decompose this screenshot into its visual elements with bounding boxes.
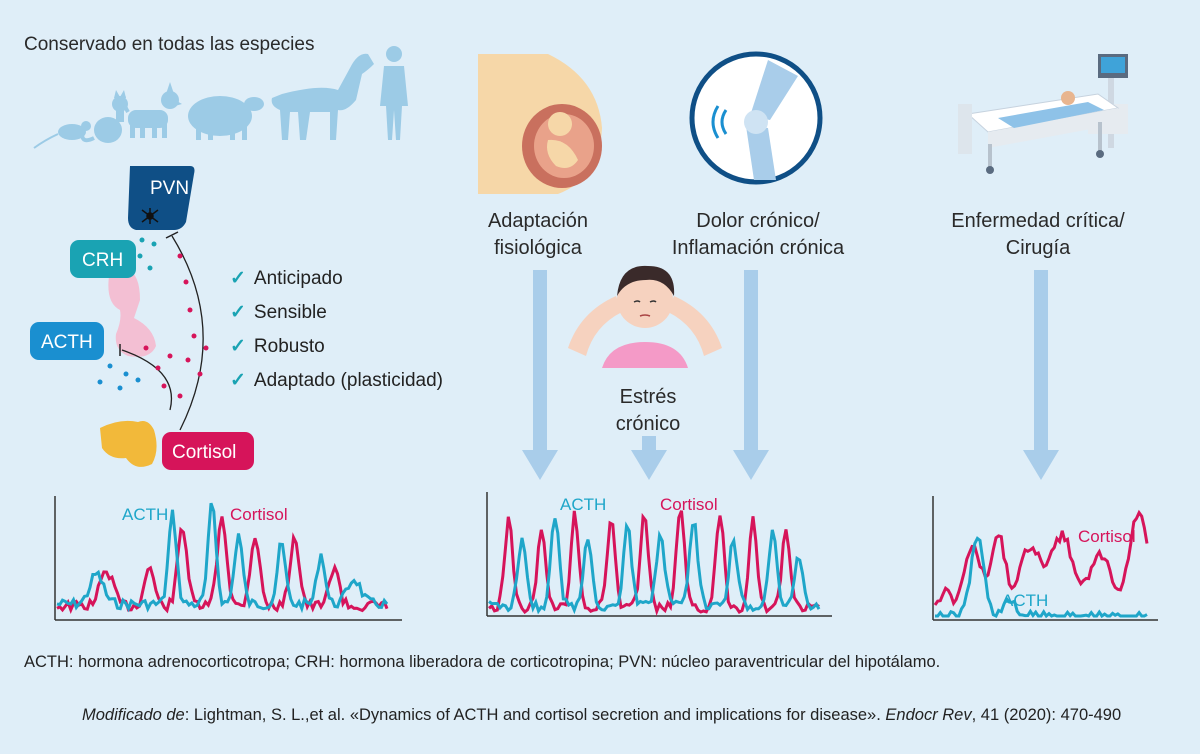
scenario-adaptation-label: Adaptación fisiológica bbox=[487, 210, 589, 259]
pvn-badge bbox=[128, 166, 195, 230]
horse-icon bbox=[271, 53, 374, 140]
plot-normal: ACTH Cortisol bbox=[54, 496, 402, 621]
plot-normal-cortisol-line bbox=[56, 516, 389, 615]
acth-dots bbox=[97, 363, 141, 391]
scenario-pain-label: Dolor crónico/ Inflamación crónica bbox=[671, 210, 845, 259]
source-citation: Modificado de: Lightman, S. L.,et al. «D… bbox=[82, 706, 1122, 724]
crh-label: CRH bbox=[82, 250, 123, 271]
abbreviations-legend: ACTH: hormona adrenocorticotropa; CRH: h… bbox=[24, 653, 941, 671]
mouse-icon bbox=[33, 121, 91, 149]
plot-critical-cortisol-label: Cortisol bbox=[1078, 527, 1136, 546]
sheep-icon bbox=[188, 96, 264, 140]
neuron-icon bbox=[141, 208, 159, 224]
stressed-person-illustration bbox=[568, 265, 722, 368]
pregnancy-illustration bbox=[478, 54, 602, 194]
pvn-label: PVN bbox=[150, 178, 189, 199]
human-icon bbox=[380, 46, 408, 140]
cortisol-badge-label: Cortisol bbox=[172, 442, 236, 463]
plot-normal-acth-line bbox=[56, 502, 389, 614]
hospital-bed-illustration bbox=[958, 54, 1128, 174]
acth-label: ACTH bbox=[41, 332, 93, 353]
plot-chronic-cortisol-label: Cortisol bbox=[660, 495, 718, 514]
species-silhouettes bbox=[33, 46, 408, 149]
arrow-down-icon bbox=[1023, 270, 1059, 480]
cortisol-badge bbox=[162, 432, 254, 470]
plot-normal-acth-label: ACTH bbox=[122, 505, 168, 524]
check-icon: ✓ bbox=[230, 302, 246, 323]
check-icon: ✓ bbox=[230, 336, 246, 357]
check-icon: ✓ bbox=[230, 268, 246, 289]
scenario-critical-label: Enfermedad crítica/ Cirugía bbox=[951, 210, 1125, 259]
conserved-title: Conservado en todas las especies bbox=[24, 34, 315, 55]
knee-pain-illustration bbox=[689, 51, 823, 185]
arrow-down-icon bbox=[631, 436, 667, 480]
plot-normal-cortisol-label: Cortisol bbox=[230, 505, 288, 524]
plot-critical-acth-label: ACTH bbox=[1002, 591, 1048, 610]
property-item: ✓ Adaptado (plasticidad) bbox=[230, 370, 443, 391]
adrenal-gland-shape bbox=[100, 420, 157, 467]
property-item: ✓ Sensible bbox=[230, 302, 327, 323]
check-icon: ✓ bbox=[230, 370, 246, 391]
property-item: ✓ Robusto bbox=[230, 336, 325, 357]
arrow-down-icon bbox=[733, 270, 769, 480]
plot-chronic-acth-line bbox=[488, 518, 821, 615]
plot-chronic-acth-label: ACTH bbox=[560, 495, 606, 514]
crh-dots bbox=[137, 237, 157, 271]
arrow-down-icon bbox=[522, 270, 558, 480]
crh-badge bbox=[70, 240, 136, 278]
plot-chronic: ACTH Cortisol bbox=[486, 492, 832, 617]
property-item: ✓ Anticipado bbox=[230, 268, 343, 289]
plot-critical-acth-line bbox=[935, 536, 1148, 619]
pituitary-shape bbox=[108, 268, 156, 357]
plot-critical: Cortisol ACTH bbox=[932, 496, 1158, 621]
cortisol-dots bbox=[143, 253, 209, 399]
acth-badge bbox=[30, 322, 104, 360]
scenario-stress-label: Estrés crónico bbox=[615, 386, 681, 435]
plot-critical-cortisol-line bbox=[933, 509, 1149, 607]
dog-icon bbox=[121, 82, 182, 138]
hpa-axis-diagram: PVN CRH ACTH Cortisol bbox=[30, 166, 254, 470]
properties-list: ✓ Anticipado ✓ Sensible ✓ Robusto ✓ Adaptado… bbox=[230, 262, 443, 398]
